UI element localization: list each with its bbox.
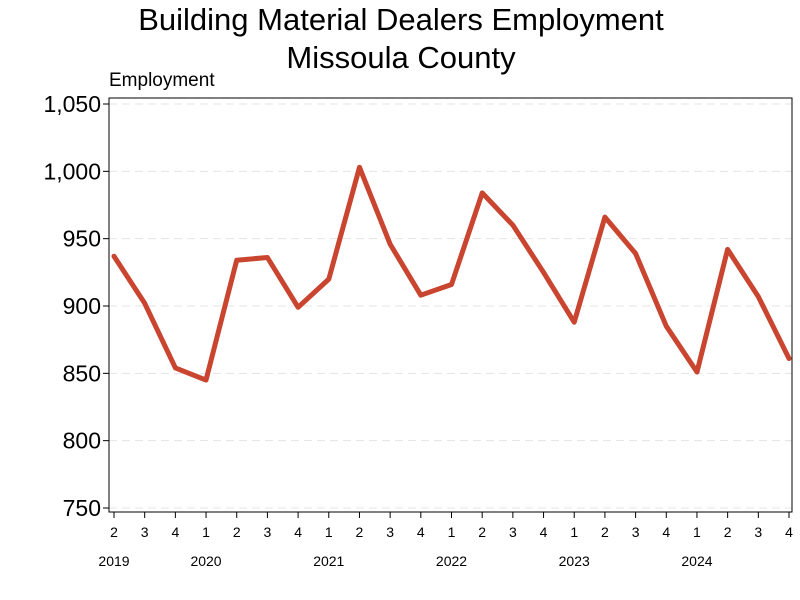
x-tick-label: 3 xyxy=(632,524,640,540)
x-tick-label: 4 xyxy=(171,524,179,540)
data-point xyxy=(357,165,361,169)
data-point xyxy=(726,247,730,251)
x-tick-label: 3 xyxy=(141,524,149,540)
year-label: 2019 xyxy=(98,553,129,569)
x-tick-label: 4 xyxy=(540,524,548,540)
data-point xyxy=(327,277,331,281)
x-tick-label: 4 xyxy=(294,524,302,540)
data-point xyxy=(603,215,607,219)
data-point xyxy=(112,254,116,258)
y-tick-label: 950 xyxy=(63,226,101,252)
year-label: 2023 xyxy=(559,553,590,569)
year-labels: 2019 2020 2021 2022 2023 2024 xyxy=(98,553,712,569)
x-axis-ticks: 2 3 4 1 2 3 4 1 2 3 4 1 2 3 4 1 2 3 4 1 2 3 4 xyxy=(110,512,793,540)
x-tick-label: 4 xyxy=(662,524,670,540)
data-point xyxy=(388,242,392,246)
x-tick-label: 2 xyxy=(601,524,609,540)
x-tick-label: 3 xyxy=(264,524,272,540)
x-tick-label: 2 xyxy=(233,524,241,540)
chart-title-line-2: Missoula County xyxy=(286,40,516,75)
data-point xyxy=(695,370,699,374)
x-tick-label: 3 xyxy=(509,524,517,540)
data-point xyxy=(204,378,208,382)
x-tick-label: 3 xyxy=(754,524,762,540)
data-point xyxy=(235,258,239,262)
x-tick-label: 1 xyxy=(202,524,210,540)
year-label: 2020 xyxy=(190,553,221,569)
plot-frame xyxy=(108,97,793,513)
x-tick-label: 1 xyxy=(448,524,456,540)
x-tick-label: 2 xyxy=(478,524,486,540)
data-point xyxy=(450,282,453,286)
x-tick-label: 1 xyxy=(693,524,701,540)
data-point xyxy=(572,320,576,324)
x-tick-label: 4 xyxy=(417,524,425,540)
y-tick-label: 1,000 xyxy=(43,158,101,184)
y-tick-label: 1,050 xyxy=(43,91,101,117)
year-label: 2024 xyxy=(681,553,712,569)
x-tick-label: 2 xyxy=(356,524,364,540)
x-tick-label: 1 xyxy=(325,524,333,540)
data-point xyxy=(756,295,760,299)
x-tick-label: 3 xyxy=(386,524,394,540)
data-point xyxy=(664,324,668,328)
data-point xyxy=(480,191,484,195)
x-tick-label: 1 xyxy=(570,524,578,540)
x-tick-label: 4 xyxy=(785,524,793,540)
series-group xyxy=(111,164,792,383)
data-point xyxy=(265,256,269,260)
y-axis-label: Employment xyxy=(109,70,215,91)
y-tick-label: 800 xyxy=(63,428,101,454)
gridlines xyxy=(109,103,792,509)
year-label: 2021 xyxy=(313,553,344,569)
data-point xyxy=(787,357,791,361)
year-label: 2022 xyxy=(436,553,467,569)
y-tick-label: 850 xyxy=(63,360,101,386)
series-line xyxy=(111,164,792,383)
data-point xyxy=(634,251,638,255)
y-tick-label: 750 xyxy=(63,495,101,521)
data-point xyxy=(173,366,177,370)
x-tick-label: 2 xyxy=(724,524,732,540)
y-axis-ticks: 750 800 850 900 950 1,000 1,050 xyxy=(43,91,109,521)
data-point xyxy=(143,301,147,305)
data-point xyxy=(419,293,423,297)
y-tick-label: 900 xyxy=(63,293,101,319)
data-point xyxy=(511,223,515,227)
chart-title-line-1: Building Material Dealers Employment xyxy=(138,2,664,37)
data-point xyxy=(542,270,546,274)
data-point xyxy=(296,305,300,309)
x-tick-label: 2 xyxy=(110,524,118,540)
